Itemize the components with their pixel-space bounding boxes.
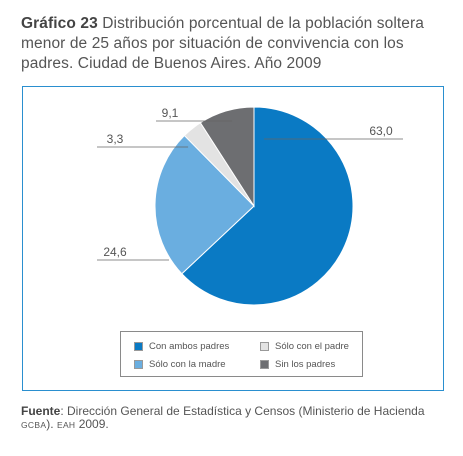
pie-slice-con-ambos-padres <box>181 106 354 306</box>
legend-label-solo-con-el-padre: Sólo con el padre <box>275 340 349 352</box>
legend-swatch-con-ambos-padres <box>134 341 143 351</box>
legend-item-solo-con-el-padre: Sólo con el padre <box>260 339 349 353</box>
data-label-solo-con-el-padre: 3,3 <box>107 132 124 146</box>
chart-caption: Gráfico 23 Distribución porcentual de la… <box>21 14 446 74</box>
pie-slice-sin-los-padres <box>199 106 255 208</box>
caption-text: Distribución porcentual de la población … <box>21 15 425 72</box>
caption-label: Gráfico 23 <box>21 15 98 32</box>
legend-swatch-solo-con-el-padre <box>260 341 269 351</box>
legend-swatch-solo-con-la-madre <box>134 359 143 369</box>
legend-label-sin-los-padres: Sin los padres <box>275 358 336 370</box>
legend-label-con-ambos-padres: Con ambos padres <box>149 340 230 352</box>
chart-legend: Con ambos padres Sólo con la madre Sólo … <box>120 331 363 377</box>
source-survey: EAH <box>56 420 76 430</box>
legend-item-con-ambos-padres: Con ambos padres <box>134 339 229 353</box>
source-note: Fuente: Dirección General de Estadística… <box>21 405 446 432</box>
source-label: Fuente <box>21 404 61 418</box>
legend-swatch-sin-los-padres <box>260 359 269 369</box>
source-text-c: 2009. <box>75 417 109 431</box>
legend-item-sin-los-padres: Sin los padres <box>260 357 335 371</box>
pie-chart: 63,0 24,6 3,3 9,1 <box>97 106 403 306</box>
data-label-sin-los-padres: 9,1 <box>162 106 179 120</box>
source-text-b: ). <box>46 417 57 431</box>
data-label-solo-con-la-madre: 24,6 <box>103 245 127 259</box>
data-label-con-ambos-padres: 63,0 <box>369 124 393 138</box>
source-text-a: : Dirección General de Estadística y Cen… <box>60 404 425 418</box>
legend-item-solo-con-la-madre: Sólo con la madre <box>134 357 226 371</box>
source-org: GCBA <box>21 420 47 430</box>
chart-frame: 63,0 24,6 3,3 9,1 Con ambos padres Sólo con… <box>22 86 444 391</box>
legend-label-solo-con-la-madre: Sólo con la madre <box>149 358 226 370</box>
